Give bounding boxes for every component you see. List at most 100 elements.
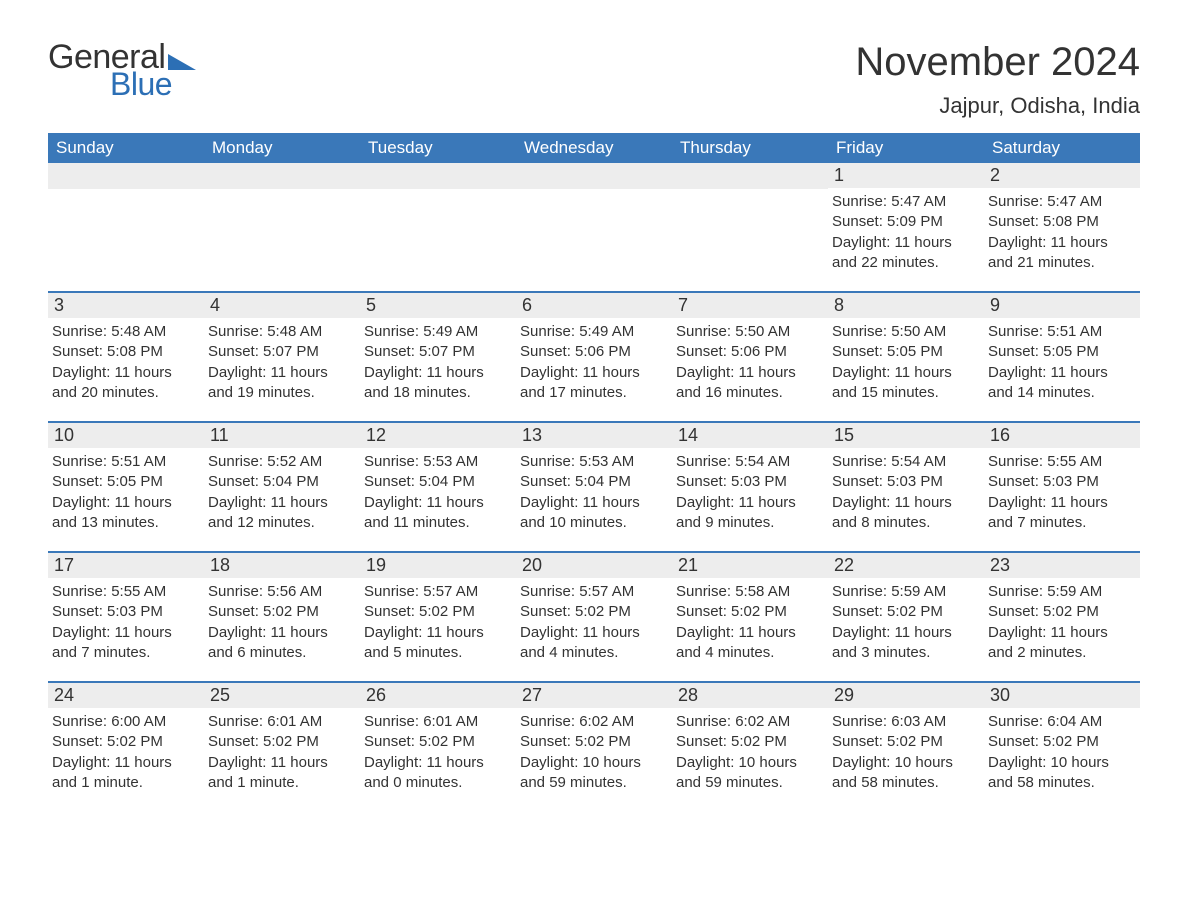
day-details: Sunrise: 5:53 AMSunset: 5:04 PMDaylight:… <box>360 448 516 543</box>
weekday-header-row: SundayMondayTuesdayWednesdayThursdayFrid… <box>48 133 1140 163</box>
sunset-text: Sunset: 5:02 PM <box>520 602 668 622</box>
daylight-text: Daylight: 11 hours and 3 minutes. <box>832 623 980 664</box>
sunset-text: Sunset: 5:02 PM <box>52 732 200 752</box>
day-details: Sunrise: 6:01 AMSunset: 5:02 PMDaylight:… <box>360 708 516 803</box>
day-details: Sunrise: 5:59 AMSunset: 5:02 PMDaylight:… <box>984 578 1140 673</box>
calendar-day: 21Sunrise: 5:58 AMSunset: 5:02 PMDayligh… <box>672 553 828 681</box>
day-number: 18 <box>204 553 360 578</box>
day-details: Sunrise: 5:50 AMSunset: 5:05 PMDaylight:… <box>828 318 984 413</box>
day-number: 6 <box>516 293 672 318</box>
sunset-text: Sunset: 5:03 PM <box>988 472 1136 492</box>
sunrise-text: Sunrise: 6:01 AM <box>364 712 512 732</box>
sunset-text: Sunset: 5:09 PM <box>832 212 980 232</box>
calendar-day: 2Sunrise: 5:47 AMSunset: 5:08 PMDaylight… <box>984 163 1140 291</box>
day-number: 20 <box>516 553 672 578</box>
sunset-text: Sunset: 5:02 PM <box>676 732 824 752</box>
calendar-day <box>516 163 672 291</box>
sunrise-text: Sunrise: 5:47 AM <box>832 192 980 212</box>
month-title: November 2024 <box>855 40 1140 85</box>
day-number: 2 <box>984 163 1140 188</box>
day-details: Sunrise: 5:54 AMSunset: 5:03 PMDaylight:… <box>672 448 828 543</box>
calendar-day: 4Sunrise: 5:48 AMSunset: 5:07 PMDaylight… <box>204 293 360 421</box>
daylight-text: Daylight: 11 hours and 17 minutes. <box>520 363 668 404</box>
calendar-day: 27Sunrise: 6:02 AMSunset: 5:02 PMDayligh… <box>516 683 672 811</box>
day-number: 19 <box>360 553 516 578</box>
sunset-text: Sunset: 5:05 PM <box>832 342 980 362</box>
sunrise-text: Sunrise: 5:54 AM <box>676 452 824 472</box>
daylight-text: Daylight: 11 hours and 10 minutes. <box>520 493 668 534</box>
calendar-week: 3Sunrise: 5:48 AMSunset: 5:08 PMDaylight… <box>48 291 1140 421</box>
sunrise-text: Sunrise: 5:57 AM <box>364 582 512 602</box>
calendar-day: 13Sunrise: 5:53 AMSunset: 5:04 PMDayligh… <box>516 423 672 551</box>
day-details: Sunrise: 5:54 AMSunset: 5:03 PMDaylight:… <box>828 448 984 543</box>
daylight-text: Daylight: 11 hours and 4 minutes. <box>676 623 824 664</box>
calendar-day: 28Sunrise: 6:02 AMSunset: 5:02 PMDayligh… <box>672 683 828 811</box>
day-number: 15 <box>828 423 984 448</box>
day-number: 7 <box>672 293 828 318</box>
sunrise-text: Sunrise: 5:49 AM <box>520 322 668 342</box>
day-number: 10 <box>48 423 204 448</box>
calendar-day: 25Sunrise: 6:01 AMSunset: 5:02 PMDayligh… <box>204 683 360 811</box>
daylight-text: Daylight: 11 hours and 19 minutes. <box>208 363 356 404</box>
day-number: 14 <box>672 423 828 448</box>
day-details: Sunrise: 6:02 AMSunset: 5:02 PMDaylight:… <box>672 708 828 803</box>
sunrise-text: Sunrise: 5:51 AM <box>988 322 1136 342</box>
sunrise-text: Sunrise: 6:02 AM <box>520 712 668 732</box>
title-block: November 2024 Jajpur, Odisha, India <box>855 40 1140 119</box>
day-number <box>516 163 672 189</box>
day-details: Sunrise: 5:57 AMSunset: 5:02 PMDaylight:… <box>516 578 672 673</box>
day-number: 28 <box>672 683 828 708</box>
day-number: 5 <box>360 293 516 318</box>
daylight-text: Daylight: 11 hours and 0 minutes. <box>364 753 512 794</box>
daylight-text: Daylight: 11 hours and 7 minutes. <box>988 493 1136 534</box>
day-details: Sunrise: 5:51 AMSunset: 5:05 PMDaylight:… <box>984 318 1140 413</box>
sunset-text: Sunset: 5:02 PM <box>832 732 980 752</box>
day-number <box>360 163 516 189</box>
calendar-day: 8Sunrise: 5:50 AMSunset: 5:05 PMDaylight… <box>828 293 984 421</box>
calendar-day: 19Sunrise: 5:57 AMSunset: 5:02 PMDayligh… <box>360 553 516 681</box>
daylight-text: Daylight: 11 hours and 7 minutes. <box>52 623 200 664</box>
calendar-day: 16Sunrise: 5:55 AMSunset: 5:03 PMDayligh… <box>984 423 1140 551</box>
calendar-week: 1Sunrise: 5:47 AMSunset: 5:09 PMDaylight… <box>48 163 1140 291</box>
daylight-text: Daylight: 11 hours and 5 minutes. <box>364 623 512 664</box>
daylight-text: Daylight: 11 hours and 1 minute. <box>208 753 356 794</box>
weekday-header: Sunday <box>48 133 204 163</box>
sunrise-text: Sunrise: 5:48 AM <box>208 322 356 342</box>
header: General Blue November 2024 Jajpur, Odish… <box>48 40 1140 119</box>
daylight-text: Daylight: 11 hours and 13 minutes. <box>52 493 200 534</box>
calendar-day <box>48 163 204 291</box>
weekday-header: Friday <box>828 133 984 163</box>
day-number: 27 <box>516 683 672 708</box>
sunrise-text: Sunrise: 6:00 AM <box>52 712 200 732</box>
day-details: Sunrise: 5:48 AMSunset: 5:07 PMDaylight:… <box>204 318 360 413</box>
sunset-text: Sunset: 5:02 PM <box>676 602 824 622</box>
sunrise-text: Sunrise: 6:01 AM <box>208 712 356 732</box>
daylight-text: Daylight: 11 hours and 9 minutes. <box>676 493 824 534</box>
sunset-text: Sunset: 5:02 PM <box>988 602 1136 622</box>
sunset-text: Sunset: 5:06 PM <box>676 342 824 362</box>
weeks-container: 1Sunrise: 5:47 AMSunset: 5:09 PMDaylight… <box>48 163 1140 811</box>
sunset-text: Sunset: 5:02 PM <box>988 732 1136 752</box>
weekday-header: Thursday <box>672 133 828 163</box>
daylight-text: Daylight: 10 hours and 59 minutes. <box>520 753 668 794</box>
daylight-text: Daylight: 11 hours and 11 minutes. <box>364 493 512 534</box>
daylight-text: Daylight: 11 hours and 15 minutes. <box>832 363 980 404</box>
calendar-day: 14Sunrise: 5:54 AMSunset: 5:03 PMDayligh… <box>672 423 828 551</box>
sunset-text: Sunset: 5:03 PM <box>676 472 824 492</box>
daylight-text: Daylight: 11 hours and 18 minutes. <box>364 363 512 404</box>
sunset-text: Sunset: 5:02 PM <box>832 602 980 622</box>
calendar-day: 1Sunrise: 5:47 AMSunset: 5:09 PMDaylight… <box>828 163 984 291</box>
location-label: Jajpur, Odisha, India <box>855 93 1140 119</box>
daylight-text: Daylight: 11 hours and 16 minutes. <box>676 363 824 404</box>
sunset-text: Sunset: 5:05 PM <box>52 472 200 492</box>
day-details: Sunrise: 5:53 AMSunset: 5:04 PMDaylight:… <box>516 448 672 543</box>
day-number <box>204 163 360 189</box>
calendar-week: 10Sunrise: 5:51 AMSunset: 5:05 PMDayligh… <box>48 421 1140 551</box>
sunrise-text: Sunrise: 5:59 AM <box>832 582 980 602</box>
sunrise-text: Sunrise: 5:51 AM <box>52 452 200 472</box>
sunset-text: Sunset: 5:05 PM <box>988 342 1136 362</box>
day-details: Sunrise: 5:57 AMSunset: 5:02 PMDaylight:… <box>360 578 516 673</box>
daylight-text: Daylight: 11 hours and 6 minutes. <box>208 623 356 664</box>
daylight-text: Daylight: 10 hours and 58 minutes. <box>988 753 1136 794</box>
sunset-text: Sunset: 5:02 PM <box>364 602 512 622</box>
